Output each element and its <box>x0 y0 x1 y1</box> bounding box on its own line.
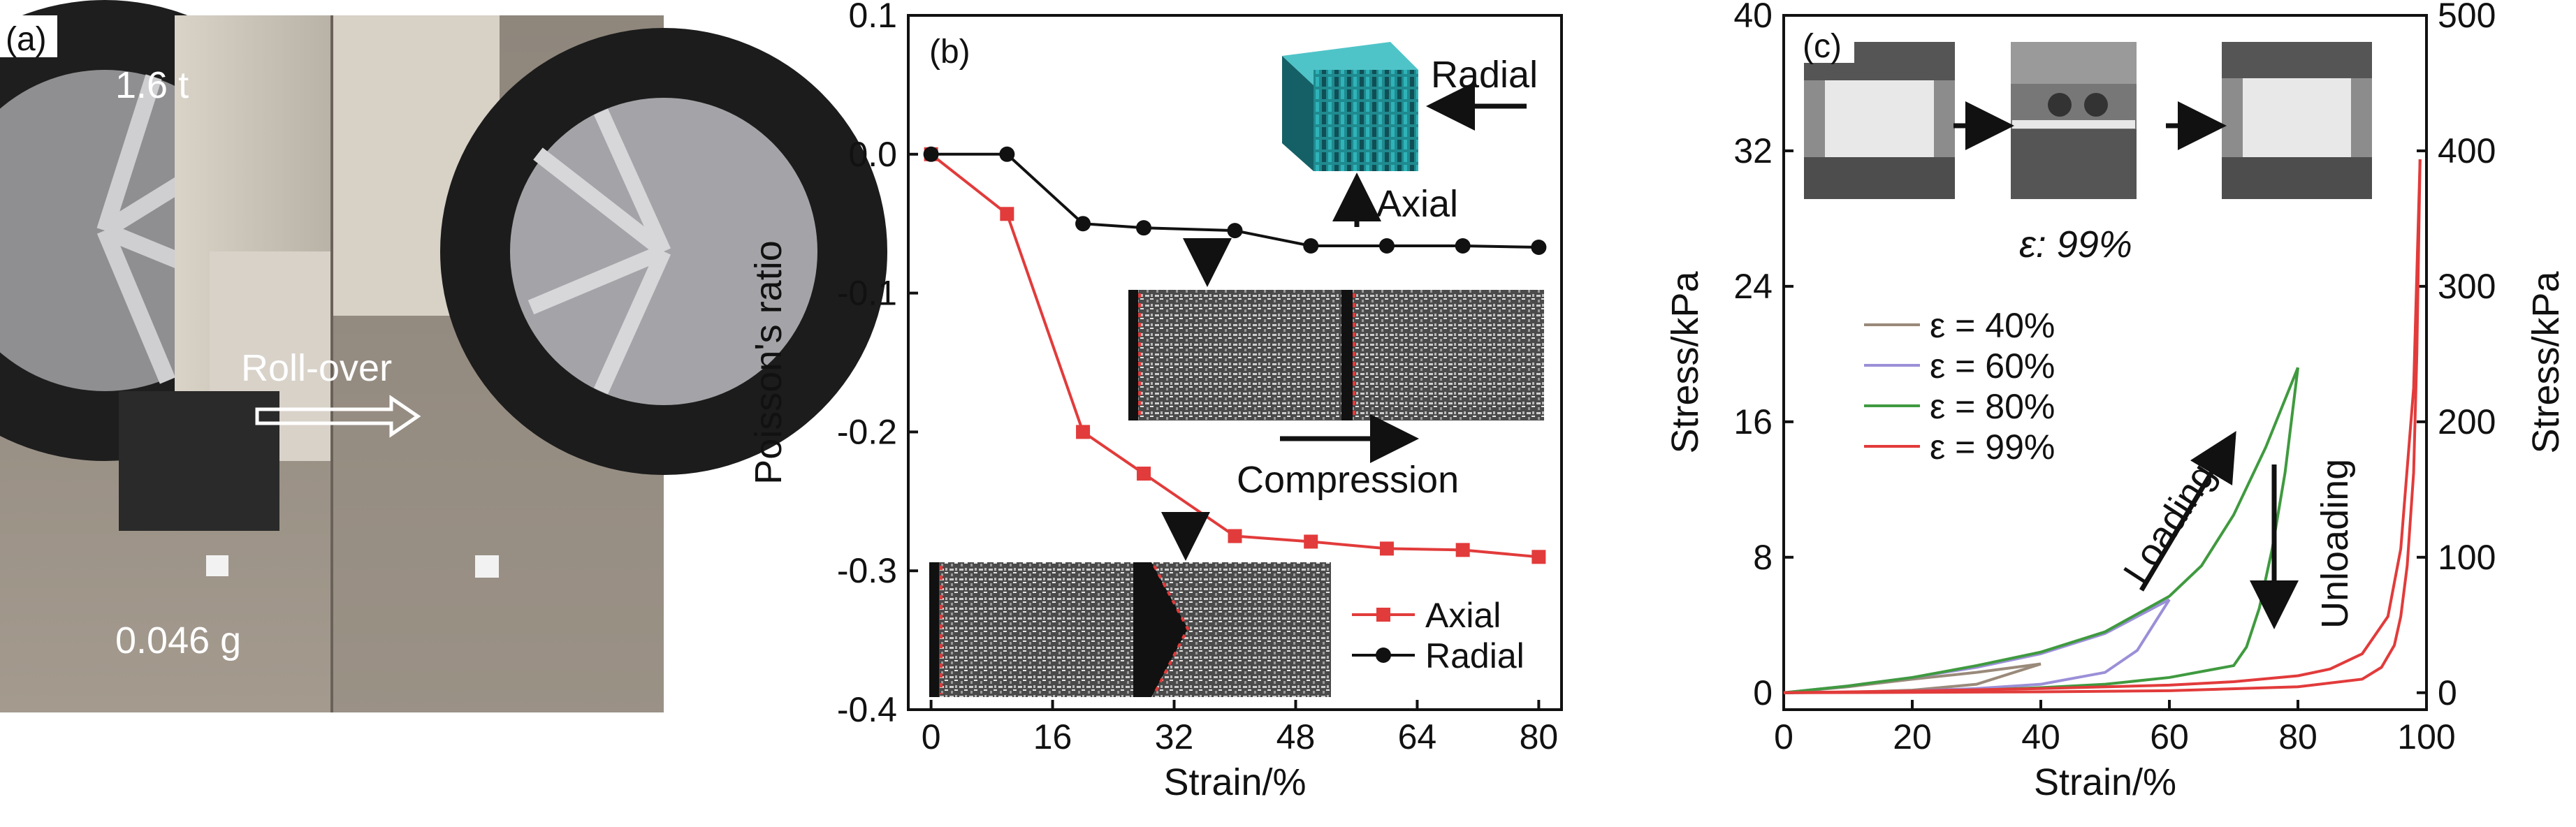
b-xtick-label: 0 <box>922 717 941 756</box>
panel-b-frame <box>907 14 1563 711</box>
b-point <box>1137 467 1151 481</box>
panel-c-frame <box>1782 14 2428 711</box>
loading-text: Loading <box>2116 456 2224 592</box>
panel-b-plot: 0 16 32 48 64 80 0.1 0.0 -0.1 -0.2 -0.3 -0.4 Strain/… <box>748 0 1563 803</box>
c-ytick-label: 32 <box>1733 131 1773 170</box>
sem-inset-bottom <box>929 562 1331 697</box>
c-ytick-label: 16 <box>1733 402 1773 441</box>
inset-label-compression: Compression <box>1237 459 1459 501</box>
b-ytick-label: 0.1 <box>848 0 897 35</box>
c-ytick-label: 0 <box>1753 673 1773 712</box>
inset-label-radial: Radial <box>1431 54 1538 96</box>
weight-text: 1.6 t <box>115 64 189 106</box>
b-xtick-label: 48 <box>1276 717 1316 756</box>
b-xtick-label: 64 <box>1398 717 1437 756</box>
sample-right <box>475 555 499 578</box>
sample-left <box>206 555 228 576</box>
b-ytick-label: -0.3 <box>837 551 897 590</box>
b-legend-label: Axial <box>1425 596 1501 635</box>
b-point <box>1227 223 1243 239</box>
inset-arrows <box>1161 82 1527 561</box>
compression-photos <box>1804 42 2372 199</box>
c-ylabel: Stress/kPa <box>1664 270 1706 453</box>
c-xtick-label: 60 <box>2150 717 2189 756</box>
c-legend-label: ε = 40% <box>1930 306 2055 345</box>
b-ytick-label: -0.2 <box>837 412 897 451</box>
unloading-text: Unloading <box>2314 459 2356 629</box>
c-ytick-right-label: 200 <box>2438 402 2496 441</box>
panel-b: 0 16 32 48 64 80 0.1 0.0 -0.1 -0.2 -0.3 -0.4 Strain/… <box>748 0 1563 803</box>
panel-c-legend: ε = 40%ε = 60%ε = 80%ε = 99% <box>1864 306 2055 467</box>
sem-inset-top <box>1128 290 1544 420</box>
b-point <box>1303 238 1319 254</box>
b-point <box>1076 425 1091 439</box>
b-xtick-label: 80 <box>1520 717 1559 756</box>
b-point <box>923 146 939 162</box>
c-xlabel: Strain/% <box>2034 761 2176 803</box>
b-point <box>1455 543 1470 557</box>
b-ylabel: Poisson's ratio <box>748 240 789 484</box>
c-xtick-label: 40 <box>2021 717 2060 756</box>
rollover-text: Roll-over <box>241 347 392 389</box>
b-xlabel: Strain/% <box>1163 761 1306 803</box>
b-point <box>1228 529 1242 543</box>
c-xtick-label: 20 <box>1893 717 1932 756</box>
b-ytick-label: -0.4 <box>837 690 897 729</box>
b-xtick-label: 16 <box>1033 717 1072 756</box>
b-point <box>1136 220 1152 236</box>
panel-a-label-box <box>0 15 57 57</box>
panel-c-label-box <box>1796 21 1854 63</box>
c-ytick-right-label: 400 <box>2438 131 2496 170</box>
c-xtick-label: 0 <box>1774 717 1793 756</box>
b-legend-label: Radial <box>1425 636 1525 675</box>
c-ytick-label: 24 <box>1733 267 1773 306</box>
photo-before <box>1804 42 1955 199</box>
panel-a: (a) 1.6 t Roll-over 0.046 g <box>0 0 887 712</box>
panel-c-label: (c) <box>1803 28 1842 65</box>
c-ytick-right-label: 100 <box>2438 538 2496 577</box>
panel-a-label: (a) <box>6 21 47 58</box>
panel-a-photo <box>0 0 887 712</box>
c-xtick-label: 100 <box>2397 717 2455 756</box>
c-ytick-right-label: 500 <box>2438 0 2496 35</box>
c-xtick-label: 80 <box>2278 717 2317 756</box>
b-point <box>1531 239 1547 255</box>
c-ytick-label: 40 <box>1733 0 1773 35</box>
rollover-arrow-icon <box>255 395 421 438</box>
c-ytick-right-label: 0 <box>2438 673 2457 712</box>
inset-label-axial: Axial <box>1376 183 1458 225</box>
c-ytick-label: 8 <box>1753 538 1773 577</box>
c-legend-label: ε = 80% <box>1930 387 2055 426</box>
c-series-loading <box>1783 598 2170 694</box>
b-point <box>1455 238 1471 254</box>
lattice-cube-icon <box>1282 42 1418 171</box>
c-series-unloading <box>1783 599 2171 694</box>
b-point <box>1304 534 1318 549</box>
b-ytick-label: 0.0 <box>848 135 897 174</box>
b-ytick-label: -0.1 <box>837 274 897 313</box>
c-legend-label: ε = 60% <box>1930 346 2055 386</box>
b-point <box>1378 238 1395 254</box>
c-series-loading <box>1783 367 2299 694</box>
b-point <box>1531 550 1546 564</box>
b-point <box>1000 207 1014 221</box>
b-point <box>999 146 1015 162</box>
b-xtick-label: 32 <box>1155 717 1194 756</box>
c-legend-label: ε = 99% <box>1930 427 2055 467</box>
c-series-unloading <box>1783 159 2422 694</box>
c-series-loading <box>1783 159 2422 694</box>
c-ylabel-right: Stress/kPa <box>2525 270 2567 453</box>
b-point <box>1075 216 1091 232</box>
strain-note: ε: 99% <box>2019 224 2132 265</box>
photo-recovered <box>2222 42 2372 199</box>
loading-arrow-icon <box>2139 430 2236 592</box>
panel-b-label: (b) <box>929 34 970 71</box>
panel-c: 0 20 40 60 80 10008162432400100200300400500St… <box>1664 0 2567 803</box>
c-ytick-right-label: 300 <box>2438 267 2496 306</box>
photo-compressed <box>2011 42 2137 199</box>
b-point <box>1379 541 1394 556</box>
mass-text: 0.046 g <box>115 620 241 661</box>
